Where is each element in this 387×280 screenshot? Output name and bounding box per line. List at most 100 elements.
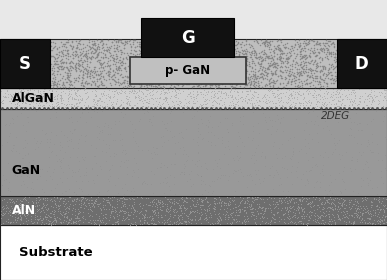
Point (260, 205, 266, 209)
Point (283, 70, 289, 75)
Point (366, 212, 372, 216)
Point (211, 80, 217, 85)
Point (307, 68, 313, 73)
Point (289, 76, 295, 81)
Point (17, 216, 24, 220)
Point (159, 215, 165, 219)
Point (24, 38, 30, 42)
Point (57, 59, 63, 63)
Point (297, 48, 303, 53)
Point (271, 65, 277, 69)
Point (122, 211, 128, 215)
Point (311, 38, 317, 43)
Point (267, 56, 273, 61)
Point (335, 214, 341, 218)
Point (251, 39, 257, 43)
Point (50, 99, 57, 104)
Point (298, 47, 304, 52)
Point (350, 220, 356, 225)
Point (117, 61, 123, 66)
Point (165, 60, 171, 65)
Point (229, 43, 235, 48)
Point (24, 91, 30, 96)
Point (139, 148, 145, 152)
Point (13, 134, 19, 139)
Point (33, 217, 39, 222)
Point (317, 41, 323, 45)
Point (63, 80, 69, 85)
Point (145, 110, 151, 114)
Point (165, 78, 171, 82)
Point (373, 61, 380, 66)
Point (264, 70, 270, 75)
Point (279, 142, 285, 146)
Point (372, 57, 378, 61)
Point (312, 54, 318, 59)
Point (241, 48, 247, 52)
Point (55, 61, 62, 66)
Point (304, 212, 310, 216)
Point (2, 81, 8, 86)
Point (125, 81, 132, 85)
Point (171, 85, 177, 90)
Point (286, 195, 292, 199)
Point (237, 96, 243, 100)
Point (336, 104, 342, 108)
Point (260, 64, 266, 69)
Text: Substrate: Substrate (19, 246, 93, 259)
Point (358, 71, 365, 75)
Point (324, 192, 330, 196)
Point (245, 75, 252, 80)
Point (37, 52, 43, 56)
Point (286, 77, 292, 81)
Point (38, 222, 44, 226)
Point (105, 47, 111, 52)
Point (353, 110, 359, 115)
Point (346, 220, 352, 224)
Point (12, 62, 19, 66)
Point (140, 220, 147, 225)
Point (326, 188, 332, 193)
Point (262, 44, 268, 49)
Point (46, 40, 52, 45)
Point (215, 96, 221, 101)
Point (171, 207, 178, 212)
Point (204, 49, 211, 53)
Point (223, 45, 229, 50)
Point (214, 91, 221, 96)
Point (298, 199, 305, 204)
Point (29, 62, 35, 66)
Point (0, 53, 4, 57)
Point (83, 68, 89, 72)
Point (284, 59, 290, 64)
Point (326, 217, 332, 222)
Point (123, 206, 130, 211)
Point (140, 45, 146, 50)
Point (116, 104, 122, 108)
Point (264, 72, 271, 76)
Point (368, 90, 374, 94)
Point (100, 51, 106, 55)
Point (55, 204, 62, 208)
Point (74, 199, 80, 203)
Point (291, 45, 297, 49)
Point (133, 64, 139, 68)
Point (252, 207, 258, 212)
Point (128, 76, 135, 81)
Point (376, 210, 382, 214)
Point (305, 201, 311, 206)
Point (289, 150, 296, 155)
Point (77, 69, 83, 74)
Point (75, 41, 81, 45)
Point (305, 177, 311, 181)
Point (319, 218, 325, 222)
Point (247, 59, 253, 64)
Point (327, 70, 333, 74)
Point (305, 218, 311, 223)
Point (91, 41, 97, 46)
Point (140, 216, 147, 221)
Point (263, 206, 269, 211)
Point (206, 74, 212, 78)
Point (316, 198, 322, 202)
Point (119, 218, 125, 223)
